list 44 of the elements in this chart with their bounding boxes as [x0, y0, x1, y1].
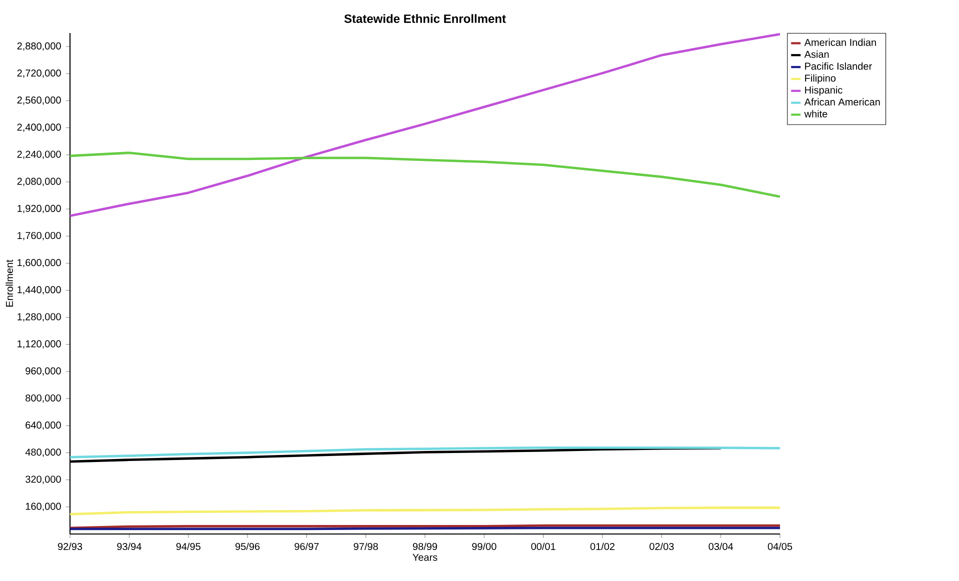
legend-label: Pacific Islander [805, 62, 872, 70]
line-series [70, 32, 780, 217]
legend-label: Asian [804, 50, 829, 58]
line-series [70, 152, 780, 198]
y-tick-label: 320,000 [26, 476, 61, 484]
x-tick-label: 03/04 [708, 542, 734, 550]
x-axis-title: Years [412, 554, 438, 561]
x-tick-label: 93/94 [117, 542, 142, 550]
x-tick-label: 00/01 [531, 542, 556, 550]
chart-title: Statewide Ethnic Enrollment [344, 14, 506, 23]
y-tick-label: 1,440,000 [18, 286, 61, 294]
x-tick-label: 02/03 [650, 542, 674, 550]
x-tick-label: 97/98 [354, 542, 378, 550]
y-tick-label: 2,880,000 [17, 42, 61, 51]
y-tick-label: 1,120,000 [18, 340, 61, 349]
y-tick-label: 960,000 [26, 367, 61, 376]
y-tick-label: 1,760,000 [18, 232, 61, 240]
y-axis-title: Enrollment [6, 260, 13, 307]
legend-label: white [804, 110, 828, 118]
x-tick-label: 04/05 [768, 542, 792, 550]
y-tick-label: 160,000 [26, 502, 61, 512]
x-tick-label: 92/93 [58, 542, 82, 550]
x-tick-label: 98/99 [412, 542, 438, 550]
y-tick-label: 640,000 [26, 422, 61, 430]
x-tick-label: 96/97 [294, 542, 319, 550]
y-tick-label: 1,920,000 [18, 204, 61, 214]
legend-label: Hispanic [805, 86, 842, 96]
y-tick-label: 1,280,000 [18, 313, 61, 322]
y-tick-label: 480,000 [25, 448, 61, 457]
y-tick-label: 2,720,000 [17, 69, 61, 78]
y-tick-label: 2,080,000 [17, 178, 61, 186]
legend-label: African American [804, 98, 880, 106]
x-tick-label: 01/02 [590, 542, 615, 550]
legend-label: Filipino [805, 74, 836, 84]
legend-label: American Indian [804, 38, 876, 46]
y-tick-label: 2,400,000 [17, 124, 61, 132]
x-tick-label: 99/00 [472, 542, 496, 550]
y-tick-label: 2,560,000 [17, 96, 61, 105]
y-tick-label: 2,240,000 [17, 150, 61, 159]
line-series [70, 506, 780, 516]
x-tick-label: 95/96 [235, 542, 260, 550]
y-tick-label: 800,000 [26, 394, 61, 403]
x-tick-label: 94/95 [176, 542, 200, 550]
y-tick-label: 1,600,000 [18, 259, 61, 268]
